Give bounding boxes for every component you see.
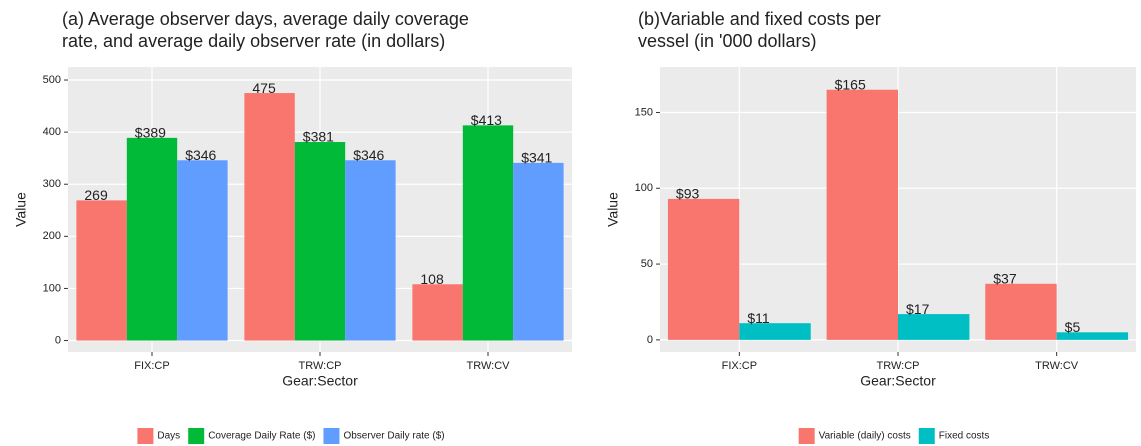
bar xyxy=(294,142,346,341)
y-tick-label: 150 xyxy=(635,106,653,118)
data-label: $93 xyxy=(676,186,700,202)
legend-label: Variable (daily) costs xyxy=(819,431,911,442)
data-label: 108 xyxy=(420,271,444,287)
bar xyxy=(985,283,1057,340)
data-label: $381 xyxy=(303,129,334,145)
bar xyxy=(1056,332,1129,340)
legend-swatch xyxy=(798,428,815,444)
bar xyxy=(462,125,514,341)
y-tick-label: 400 xyxy=(43,126,61,138)
bar xyxy=(513,162,564,341)
chart-title: rate, and average daily observer rate (i… xyxy=(62,31,445,51)
legend-swatch xyxy=(918,428,935,444)
data-label: $389 xyxy=(135,125,166,141)
legend-swatch xyxy=(188,428,205,444)
bar xyxy=(177,160,228,341)
y-tick-label: 50 xyxy=(641,258,653,270)
bar xyxy=(126,137,178,341)
y-tick-label: 0 xyxy=(647,334,653,346)
bar xyxy=(345,160,396,341)
bar xyxy=(826,89,898,340)
legend-swatch xyxy=(323,428,340,444)
data-label: $346 xyxy=(185,147,216,163)
y-tick-label: 0 xyxy=(55,334,61,346)
bar xyxy=(898,314,970,340)
x-axis-label: Gear:Sector xyxy=(282,373,358,389)
legend-label: Fixed costs xyxy=(939,431,990,442)
data-label: $341 xyxy=(521,150,552,166)
data-label: $346 xyxy=(353,147,384,163)
data-label: $165 xyxy=(835,76,866,92)
y-tick-label: 300 xyxy=(43,178,61,190)
legend-label: Observer Daily rate ($) xyxy=(343,431,444,442)
data-label: $17 xyxy=(906,301,930,317)
x-tick-label: TRW:CP xyxy=(299,360,342,372)
y-tick-label: 100 xyxy=(635,182,653,194)
legend: Variable (daily) costs Fixed costs xyxy=(798,428,990,444)
y-tick-label: 500 xyxy=(43,74,61,86)
x-tick-label: FIX:CP xyxy=(722,360,757,372)
data-label: $37 xyxy=(993,270,1017,286)
legend-label: Days xyxy=(157,431,180,442)
chart-title: (a) Average observer days, average daily… xyxy=(62,9,469,29)
legend-swatch xyxy=(137,428,154,444)
bar xyxy=(76,200,127,341)
y-tick-label: 100 xyxy=(43,282,61,294)
chart-title: vessel (in '000 dollars) xyxy=(638,31,817,51)
bar xyxy=(667,198,740,340)
data-label: 269 xyxy=(84,187,108,203)
y-axis-label: Value xyxy=(13,192,29,227)
chart-title: (b)Variable and fixed costs per xyxy=(638,9,881,29)
y-axis-label: Value xyxy=(605,192,621,227)
x-tick-label: TRW:CV xyxy=(467,360,511,372)
data-label: $11 xyxy=(747,310,770,326)
data-label: $5 xyxy=(1065,319,1081,335)
x-tick-label: TRW:CV xyxy=(1035,360,1079,372)
x-tick-label: FIX:CP xyxy=(134,360,169,372)
data-label: 475 xyxy=(252,80,276,96)
bar xyxy=(739,323,811,340)
bar xyxy=(244,93,295,341)
x-axis-label: Gear:Sector xyxy=(860,373,936,389)
y-tick-label: 200 xyxy=(43,230,61,242)
legend: Days Coverage Daily Rate ($) Observer Dail… xyxy=(137,428,445,444)
data-label: $413 xyxy=(471,112,502,128)
bar xyxy=(412,284,463,341)
x-tick-label: TRW:CP xyxy=(877,360,920,372)
legend-label: Coverage Daily Rate ($) xyxy=(208,431,315,442)
